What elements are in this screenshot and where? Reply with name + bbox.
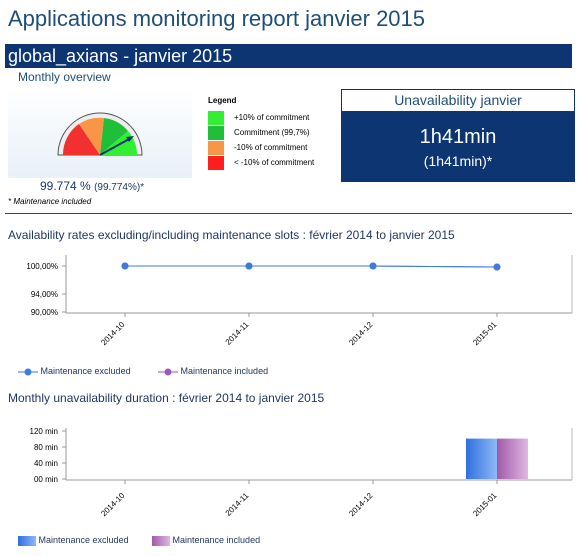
x-tick-label: 2014-10 xyxy=(99,320,127,348)
data-point xyxy=(369,262,377,270)
legend-swatch xyxy=(208,156,224,170)
legend-item-plus10: +10% of commitment xyxy=(208,111,309,125)
legend-marker-blue xyxy=(18,368,38,376)
y-tick-label: 00 min xyxy=(34,475,58,484)
gauge-orange-zone xyxy=(79,117,104,155)
y-tick-label: 94,00% xyxy=(31,290,58,299)
bar xyxy=(497,438,528,479)
legend-item-below-minus10: < -10% of commitment xyxy=(208,156,314,170)
data-point xyxy=(245,262,253,270)
availability-section-title: Availability rates excluding/including m… xyxy=(8,228,455,242)
y-tick-label: 100,00% xyxy=(26,262,58,271)
y-tick-label: 90,00% xyxy=(31,308,58,317)
legend-swatch-purple xyxy=(152,535,170,546)
y-tick-label: 80 min xyxy=(34,443,58,452)
legend-title: Legend xyxy=(208,96,237,105)
line-legend-excluded: Maintenance excluded xyxy=(18,366,131,377)
data-point xyxy=(121,262,129,270)
report-title: Applications monitoring report janvier 2… xyxy=(8,6,426,31)
y-tick-label: 40 min xyxy=(34,459,58,468)
gauge-needle xyxy=(99,137,132,156)
x-tick-label: 2014-12 xyxy=(347,491,375,519)
section-divider xyxy=(5,213,572,214)
legend-marker-purple xyxy=(158,368,178,376)
legend-swatch xyxy=(208,126,224,140)
legend-item-minus10: -10% of commitment xyxy=(208,141,307,155)
data-point xyxy=(493,263,501,271)
series-line xyxy=(125,265,498,268)
x-tick-label: 2014-11 xyxy=(224,491,251,518)
client-bar: global_axians - janvier 2015 xyxy=(5,44,572,68)
availability-line-chart: 100,00% 94,00% 90,00% 2014-10 2014-11 2014-1… xyxy=(26,255,573,348)
gauge-green-zone xyxy=(100,118,128,155)
y-tick-label: 120 min xyxy=(30,427,58,436)
gauge-value-excluded: 99.774 % xyxy=(40,179,91,193)
gauge-red-zone xyxy=(62,124,100,155)
x-tick-label: 2014-11 xyxy=(224,320,251,347)
bar xyxy=(466,438,497,479)
legend-swatch-blue xyxy=(18,535,36,546)
bar-legend-included: Maintenance included xyxy=(152,535,260,546)
bar-legend-excluded: Maintenance excluded xyxy=(18,535,129,546)
legend-swatch xyxy=(208,111,224,125)
unavailability-bar-chart: 120 min 80 min 40 min 00 min 2014-10 2014-11… xyxy=(30,427,573,519)
legend-swatch xyxy=(208,141,224,155)
x-tick-label: 2015-01 xyxy=(471,320,499,348)
unavailability-title: Unavailability janvier xyxy=(394,92,522,108)
gauge-value: 99.774 % (99.774%)* xyxy=(40,179,144,193)
unavailability-panel xyxy=(342,111,574,181)
x-tick-label: 2015-01 xyxy=(471,491,499,519)
gauge-needle-tip xyxy=(126,136,134,142)
unavailability-section-title: Monthly unavailability duration : févrie… xyxy=(8,391,325,405)
unavailability-box xyxy=(341,89,575,182)
monthly-overview-heading: Monthly overview xyxy=(18,70,111,84)
unavailability-value: 1h41min xyxy=(419,126,497,148)
line-legend-included: Maintenance included xyxy=(158,366,268,377)
legend-item-commitment: Commitment (99,7%) xyxy=(208,126,310,140)
gauge-value-included: (99.774%)* xyxy=(94,182,145,193)
availability-gauge xyxy=(57,112,143,156)
x-tick-label: 2014-12 xyxy=(347,320,375,348)
maintenance-note: * Maintenance included xyxy=(8,197,92,206)
x-tick-label: 2014-10 xyxy=(99,491,127,519)
unavailability-value-included: (1h41min)* xyxy=(423,153,493,169)
